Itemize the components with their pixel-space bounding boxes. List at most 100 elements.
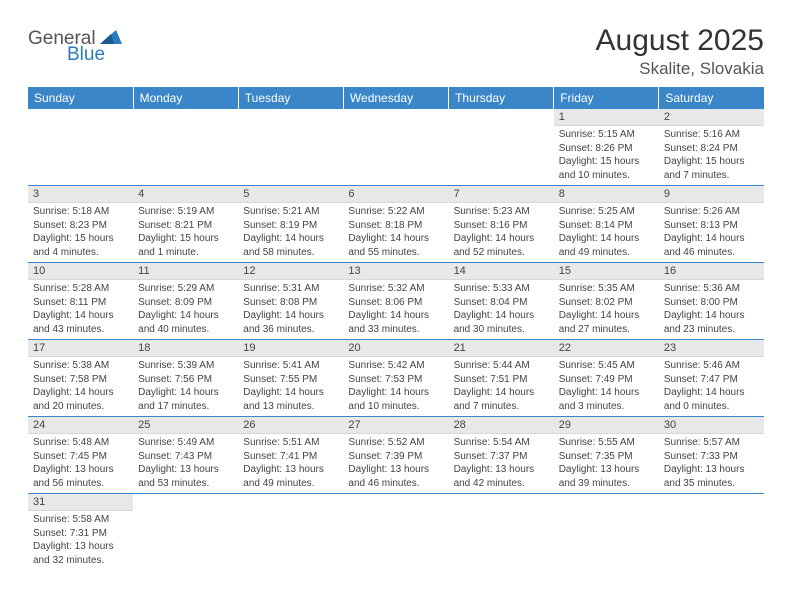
calendar-page: General Blue August 2025 Skalite, Slovak… — [0, 0, 792, 594]
day-number: 8 — [554, 186, 659, 203]
daylight-line: Daylight: 14 hours and 23 minutes. — [664, 309, 759, 336]
day-number: 3 — [28, 186, 133, 203]
day-number: 30 — [659, 417, 764, 434]
calendar-cell: 27Sunrise: 5:52 AMSunset: 7:39 PMDayligh… — [343, 417, 448, 494]
calendar-cell — [449, 109, 554, 186]
logo: General Blue — [28, 28, 122, 66]
day-number: 2 — [659, 109, 764, 126]
sunset-line: Sunset: 7:56 PM — [138, 373, 233, 387]
sunrise-line: Sunrise: 5:18 AM — [33, 205, 128, 219]
sunset-line: Sunset: 7:51 PM — [454, 373, 549, 387]
sunrise-line: Sunrise: 5:39 AM — [138, 359, 233, 373]
sunrise-line: Sunrise: 5:22 AM — [348, 205, 443, 219]
calendar-cell — [133, 494, 238, 571]
day-number: 17 — [28, 340, 133, 357]
day-details: Sunrise: 5:51 AMSunset: 7:41 PMDaylight:… — [238, 434, 343, 493]
daylight-line: Daylight: 14 hours and 17 minutes. — [138, 386, 233, 413]
daylight-line: Daylight: 15 hours and 1 minute. — [138, 232, 233, 259]
day-number: 6 — [343, 186, 448, 203]
calendar-cell — [133, 109, 238, 186]
day-number: 25 — [133, 417, 238, 434]
sunset-line: Sunset: 8:26 PM — [559, 142, 654, 156]
sunrise-line: Sunrise: 5:38 AM — [33, 359, 128, 373]
daylight-line: Daylight: 13 hours and 35 minutes. — [664, 463, 759, 490]
daylight-line: Daylight: 14 hours and 20 minutes. — [33, 386, 128, 413]
daylight-line: Daylight: 13 hours and 46 minutes. — [348, 463, 443, 490]
calendar-cell — [238, 494, 343, 571]
day-number: 10 — [28, 263, 133, 280]
day-number: 5 — [238, 186, 343, 203]
sunset-line: Sunset: 8:16 PM — [454, 219, 549, 233]
calendar-cell: 23Sunrise: 5:46 AMSunset: 7:47 PMDayligh… — [659, 340, 764, 417]
day-details: Sunrise: 5:55 AMSunset: 7:35 PMDaylight:… — [554, 434, 659, 493]
day-details: Sunrise: 5:33 AMSunset: 8:04 PMDaylight:… — [449, 280, 554, 339]
sunrise-line: Sunrise: 5:54 AM — [454, 436, 549, 450]
calendar-cell: 30Sunrise: 5:57 AMSunset: 7:33 PMDayligh… — [659, 417, 764, 494]
day-number: 24 — [28, 417, 133, 434]
calendar-cell — [343, 494, 448, 571]
day-details: Sunrise: 5:54 AMSunset: 7:37 PMDaylight:… — [449, 434, 554, 493]
daylight-line: Daylight: 14 hours and 13 minutes. — [243, 386, 338, 413]
calendar-cell: 3Sunrise: 5:18 AMSunset: 8:23 PMDaylight… — [28, 186, 133, 263]
calendar-week-row: 17Sunrise: 5:38 AMSunset: 7:58 PMDayligh… — [28, 340, 764, 417]
day-number: 12 — [238, 263, 343, 280]
calendar-cell: 22Sunrise: 5:45 AMSunset: 7:49 PMDayligh… — [554, 340, 659, 417]
day-number: 29 — [554, 417, 659, 434]
sunrise-line: Sunrise: 5:15 AM — [559, 128, 654, 142]
sunrise-line: Sunrise: 5:35 AM — [559, 282, 654, 296]
day-details: Sunrise: 5:16 AMSunset: 8:24 PMDaylight:… — [659, 126, 764, 185]
day-details: Sunrise: 5:22 AMSunset: 8:18 PMDaylight:… — [343, 203, 448, 262]
daylight-line: Daylight: 13 hours and 49 minutes. — [243, 463, 338, 490]
sunrise-line: Sunrise: 5:49 AM — [138, 436, 233, 450]
sunrise-line: Sunrise: 5:44 AM — [454, 359, 549, 373]
day-number: 20 — [343, 340, 448, 357]
sunset-line: Sunset: 7:41 PM — [243, 450, 338, 464]
day-details: Sunrise: 5:28 AMSunset: 8:11 PMDaylight:… — [28, 280, 133, 339]
daylight-line: Daylight: 14 hours and 58 minutes. — [243, 232, 338, 259]
daylight-line: Daylight: 14 hours and 49 minutes. — [559, 232, 654, 259]
sunset-line: Sunset: 8:21 PM — [138, 219, 233, 233]
sunrise-line: Sunrise: 5:51 AM — [243, 436, 338, 450]
sunset-line: Sunset: 7:33 PM — [664, 450, 759, 464]
day-number: 22 — [554, 340, 659, 357]
calendar-table: SundayMondayTuesdayWednesdayThursdayFrid… — [28, 87, 764, 570]
daylight-line: Daylight: 13 hours and 42 minutes. — [454, 463, 549, 490]
sunrise-line: Sunrise: 5:41 AM — [243, 359, 338, 373]
day-details: Sunrise: 5:57 AMSunset: 7:33 PMDaylight:… — [659, 434, 764, 493]
sunset-line: Sunset: 8:14 PM — [559, 219, 654, 233]
calendar-body: 1Sunrise: 5:15 AMSunset: 8:26 PMDaylight… — [28, 109, 764, 570]
sunset-line: Sunset: 7:53 PM — [348, 373, 443, 387]
calendar-cell: 9Sunrise: 5:26 AMSunset: 8:13 PMDaylight… — [659, 186, 764, 263]
calendar-cell — [238, 109, 343, 186]
sunrise-line: Sunrise: 5:36 AM — [664, 282, 759, 296]
calendar-cell: 12Sunrise: 5:31 AMSunset: 8:08 PMDayligh… — [238, 263, 343, 340]
month-title: August 2025 — [596, 24, 764, 57]
location: Skalite, Slovakia — [596, 59, 764, 79]
day-number: 23 — [659, 340, 764, 357]
daylight-line: Daylight: 15 hours and 7 minutes. — [664, 155, 759, 182]
day-details: Sunrise: 5:39 AMSunset: 7:56 PMDaylight:… — [133, 357, 238, 416]
day-details: Sunrise: 5:32 AMSunset: 8:06 PMDaylight:… — [343, 280, 448, 339]
sunset-line: Sunset: 8:06 PM — [348, 296, 443, 310]
daylight-line: Daylight: 14 hours and 30 minutes. — [454, 309, 549, 336]
daylight-line: Daylight: 13 hours and 53 minutes. — [138, 463, 233, 490]
calendar-cell: 16Sunrise: 5:36 AMSunset: 8:00 PMDayligh… — [659, 263, 764, 340]
sunrise-line: Sunrise: 5:46 AM — [664, 359, 759, 373]
calendar-cell: 1Sunrise: 5:15 AMSunset: 8:26 PMDaylight… — [554, 109, 659, 186]
day-number: 26 — [238, 417, 343, 434]
header: General Blue August 2025 Skalite, Slovak… — [28, 24, 764, 79]
sunrise-line: Sunrise: 5:32 AM — [348, 282, 443, 296]
day-number: 27 — [343, 417, 448, 434]
calendar-cell: 4Sunrise: 5:19 AMSunset: 8:21 PMDaylight… — [133, 186, 238, 263]
sunset-line: Sunset: 8:18 PM — [348, 219, 443, 233]
calendar-cell — [343, 109, 448, 186]
sunset-line: Sunset: 7:55 PM — [243, 373, 338, 387]
sunset-line: Sunset: 8:00 PM — [664, 296, 759, 310]
calendar-cell: 13Sunrise: 5:32 AMSunset: 8:06 PMDayligh… — [343, 263, 448, 340]
day-number: 14 — [449, 263, 554, 280]
sunset-line: Sunset: 8:13 PM — [664, 219, 759, 233]
day-number: 9 — [659, 186, 764, 203]
calendar-cell: 11Sunrise: 5:29 AMSunset: 8:09 PMDayligh… — [133, 263, 238, 340]
daylight-line: Daylight: 14 hours and 52 minutes. — [454, 232, 549, 259]
sunrise-line: Sunrise: 5:19 AM — [138, 205, 233, 219]
